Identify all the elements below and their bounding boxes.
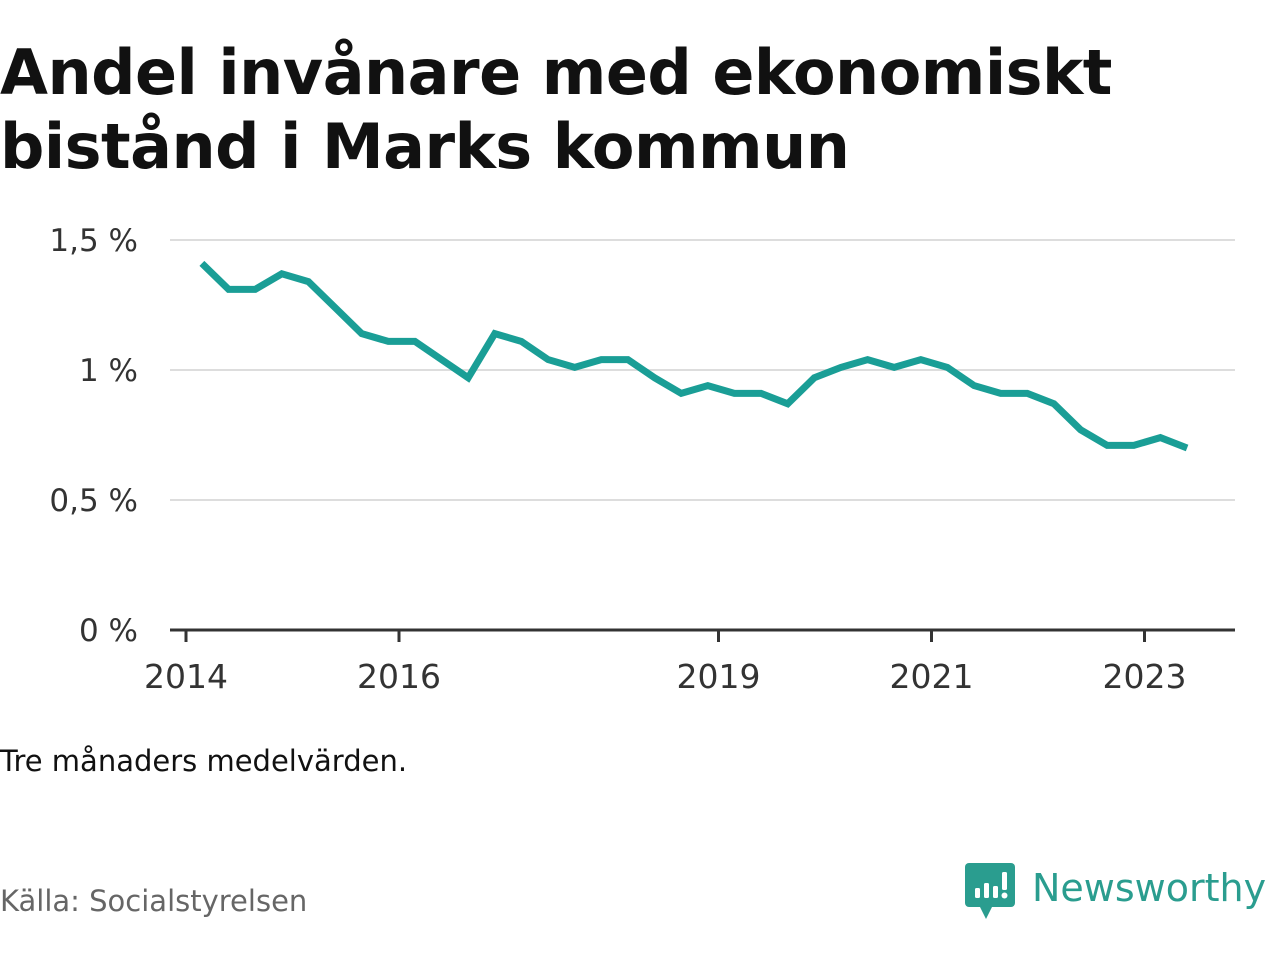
x-axis-tick-labels: 2014 2016 2019 2021 2023 [144,657,1186,696]
x-axis [170,628,1235,642]
x-tick-label: 2016 [357,657,441,696]
x-tick-label: 2023 [1103,657,1187,696]
x-tick-label: 2019 [677,657,761,696]
newsworthy-logo-icon [964,861,1016,927]
chart-title: Andel invånare med ekonomiskt bistånd i … [0,36,1112,183]
source-credit: Källa: Socialstyrelsen [0,884,308,918]
chart-note: Tre månaders medelvärden. [0,744,408,778]
x-tick-label: 2021 [890,657,974,696]
y-tick-label: 0,5 % [49,483,138,519]
brand-name: Newsworthy [1032,866,1267,910]
line-chart: 0 % 0,5 % 1 % 1,5 % 2014 2016 2019 2021 2023 [49,223,1235,696]
series-layer [199,260,1189,452]
x-tick-label: 2014 [144,657,228,696]
grid-lines [170,239,1235,501]
y-tick-label: 1,5 % [49,223,138,259]
y-tick-label: 0 % [79,613,138,649]
brand-logo[interactable]: Newsworthy [964,862,1266,926]
series-line [199,260,1189,452]
y-tick-label: 1 % [79,353,138,389]
y-axis-tick-labels: 0 % 0,5 % 1 % 1,5 % [49,223,138,649]
